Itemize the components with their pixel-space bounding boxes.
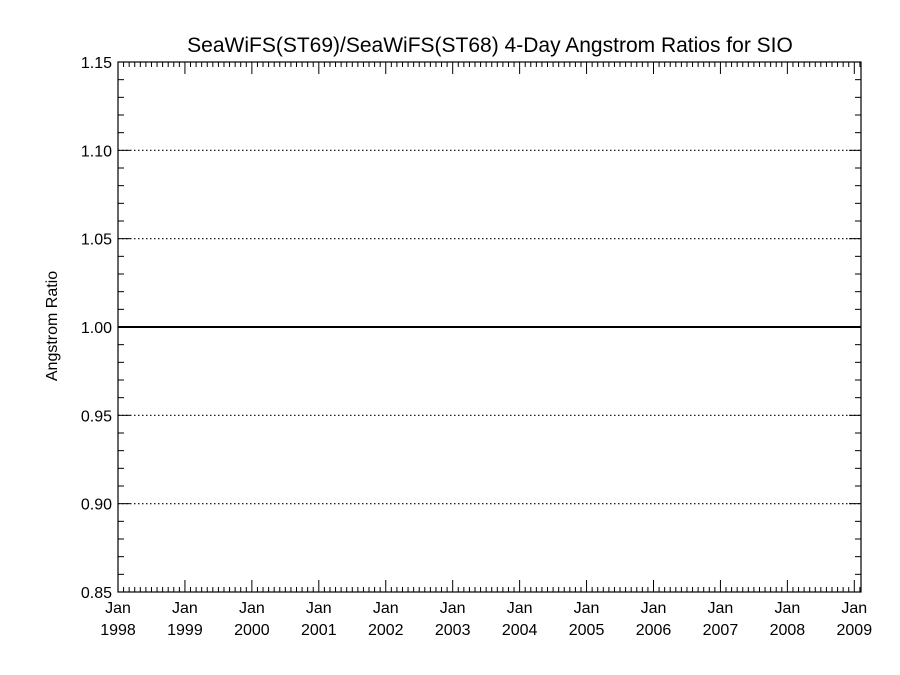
x-tick-label-month: Jan [440,600,466,617]
x-tick-label-year: 1998 [100,622,136,639]
x-tick-label-year: 2004 [502,622,538,639]
x-tick-label-year: 2002 [368,622,404,639]
x-tick-label-month: Jan [373,600,399,617]
x-tick-label-year: 2006 [636,622,672,639]
x-tick-label-month: Jan [708,600,734,617]
y-tick-label: 1.05 [81,232,112,249]
y-tick-label: 0.85 [81,585,112,602]
y-tick-label: 0.95 [81,408,112,425]
x-tick-label-year: 2007 [703,622,739,639]
x-tick-label-year: 1999 [167,622,203,639]
x-tick-label-month: Jan [841,600,867,617]
y-tick-label: 0.90 [81,497,112,514]
y-tick-label: 1.00 [81,320,112,337]
x-tick-label-year: 2009 [837,622,873,639]
x-tick-label-month: Jan [641,600,667,617]
x-tick-label-month: Jan [239,600,265,617]
x-tick-label-month: Jan [507,600,533,617]
x-tick-label-year: 2003 [435,622,471,639]
plot-area-frame [117,61,862,593]
x-tick-label-year: 2008 [770,622,806,639]
minor-ticks [118,62,861,592]
x-tick-label-month: Jan [774,600,800,617]
major-ticks [117,61,861,593]
x-tick-label-year: 2001 [301,622,337,639]
y-tick-label: 1.15 [81,55,112,72]
tick-labels: 0.85 0.90 0.95 1.00 1.05 1.10 1.15 Jan 1998 Jan 19… [81,55,872,639]
x-tick-label-year: 2000 [234,622,270,639]
chart-title: SeaWiFS(ST69)/SeaWiFS(ST68) 4-Day Angstr… [187,34,793,57]
x-tick-label-month: Jan [105,600,131,617]
y-tick-label: 1.10 [81,143,112,160]
x-tick-label-month: Jan [172,600,198,617]
x-tick-label-month: Jan [574,600,600,617]
x-tick-label-year: 2005 [569,622,605,639]
x-tick-label-month: Jan [306,600,332,617]
y-axis-label: Angstrom Ratio [44,271,61,381]
